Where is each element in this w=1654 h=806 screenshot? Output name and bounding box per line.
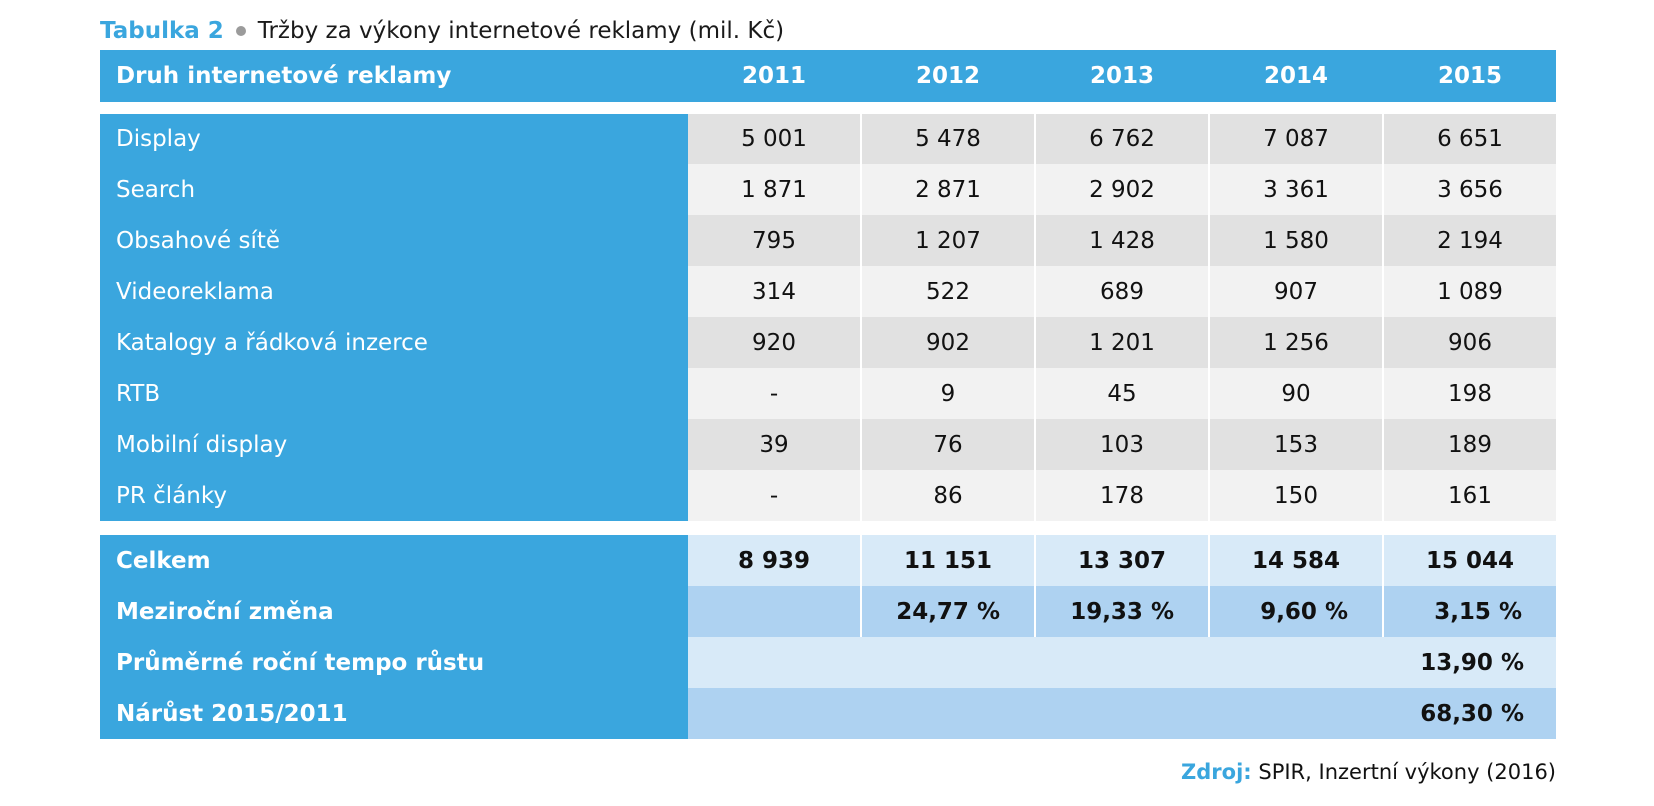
table-cell: 1 207 [862,215,1034,266]
row-label: Obsahové sítě [100,215,688,266]
table-cell: 198 [1384,368,1556,419]
table-cell: 6 762 [1036,114,1208,164]
table-cell: 1 256 [1210,317,1382,368]
table-cell [688,586,860,637]
table-row: Obsahové sítě 795 1 207 1 428 1 580 2 19… [100,215,1556,266]
table-cell: 2 902 [1036,164,1208,215]
source-label: Zdroj: [1181,760,1252,784]
header-year-2012: 2012 [915,63,980,89]
table-row: PR články - 86 178 150 161 [100,470,1556,521]
row-label: RTB [100,368,688,419]
table-cell: 1 871 [688,164,860,215]
table-cell: 189 [1384,419,1556,470]
growth-row: Nárůst 2015/2011 68,30 % [100,688,1556,739]
cagr-row: Průměrné roční tempo růstu 13,90 % [100,637,1556,688]
table-cell: 9,60 % [1210,586,1382,637]
table-cell: 7 087 [1210,114,1382,164]
table-cell: 5 001 [688,114,860,164]
table-cell: 76 [862,419,1034,470]
table-cell: 1 201 [1036,317,1208,368]
cagr-value: 13,90 % [688,637,1556,688]
row-label: Display [100,114,688,164]
table-cell: 920 [688,317,860,368]
header-year-2015: 2015 [1437,63,1502,89]
table-cell: 19,33 % [1036,586,1208,637]
header-first: Druh internetové reklamy [116,63,452,89]
table-row: Search 1 871 2 871 2 902 3 361 3 656 [100,164,1556,215]
row-label: PR články [100,470,688,521]
growth-value: 68,30 % [688,688,1556,739]
table-cell: 522 [862,266,1034,317]
table-cell: 103 [1036,419,1208,470]
table-cell: 14 584 [1210,535,1382,586]
source-text: SPIR, Inzertní výkony (2016) [1258,760,1556,784]
table-row: Katalogy a řádková inzerce 920 902 1 201… [100,317,1556,368]
header-year-2013: 2013 [1089,63,1154,89]
table-cell: - [688,470,860,521]
table-cell: 5 478 [862,114,1034,164]
caption-title: Tržby za výkony internetové reklamy (mil… [257,18,785,44]
table-row: RTB - 9 45 90 198 [100,368,1556,419]
table-cell: 153 [1210,419,1382,470]
table-header: Druh internetové reklamy 2011 2012 2013 … [100,50,1556,102]
table-cell: 86 [862,470,1034,521]
header-year-2014: 2014 [1263,63,1328,89]
header-year-2011: 2011 [741,63,806,89]
bullet-icon [235,26,246,36]
table-cell: 6 651 [1384,114,1556,164]
table-cell: 39 [688,419,860,470]
row-label: Celkem [100,535,688,586]
table-row: Mobilní display 39 76 103 153 189 [100,419,1556,470]
table-cell: 45 [1036,368,1208,419]
table-cell: 3,15 % [1384,586,1556,637]
table-cell: 795 [688,215,860,266]
table-cell: 9 [862,368,1034,419]
caption-label: Tabulka 2 [100,18,224,44]
row-label: Videoreklama [100,266,688,317]
table-row: Videoreklama 314 522 689 907 1 089 [100,266,1556,317]
table-caption: Tabulka 2 Tržby za výkony internetové re… [100,16,784,46]
row-label: Meziroční změna [100,586,688,637]
row-label: Nárůst 2015/2011 [100,688,688,739]
table-cell: 161 [1384,470,1556,521]
row-label: Průměrné roční tempo růstu [100,637,688,688]
table-cell: 907 [1210,266,1382,317]
total-row: Celkem 8 939 11 151 13 307 14 584 15 044 [100,535,1556,586]
table-cell: 2 871 [862,164,1034,215]
row-label: Katalogy a řádková inzerce [100,317,688,368]
table-cell: 90 [1210,368,1382,419]
table-cell: 689 [1036,266,1208,317]
table-cell: 1 428 [1036,215,1208,266]
table-cell: 178 [1036,470,1208,521]
table-cell: 902 [862,317,1034,368]
yoy-row: Meziroční změna 24,77 % 19,33 % 9,60 % 3… [100,586,1556,637]
table-cell: 11 151 [862,535,1034,586]
table-cell: 13 307 [1036,535,1208,586]
table-cell: - [688,368,860,419]
source-note: Zdroj: SPIR, Inzertní výkony (2016) [1181,760,1556,784]
table-cell: 1 089 [1384,266,1556,317]
row-label: Search [100,164,688,215]
table-cell: 1 580 [1210,215,1382,266]
table-cell: 906 [1384,317,1556,368]
table-cell: 314 [688,266,860,317]
table-cell: 3 656 [1384,164,1556,215]
table-cell: 8 939 [688,535,860,586]
table-cell: 2 194 [1384,215,1556,266]
row-label: Mobilní display [100,419,688,470]
table-cell: 24,77 % [862,586,1034,637]
table-row: Display 5 001 5 478 6 762 7 087 6 651 [100,114,1556,164]
table-cell: 15 044 [1384,535,1556,586]
table-cell: 150 [1210,470,1382,521]
table-cell: 3 361 [1210,164,1382,215]
